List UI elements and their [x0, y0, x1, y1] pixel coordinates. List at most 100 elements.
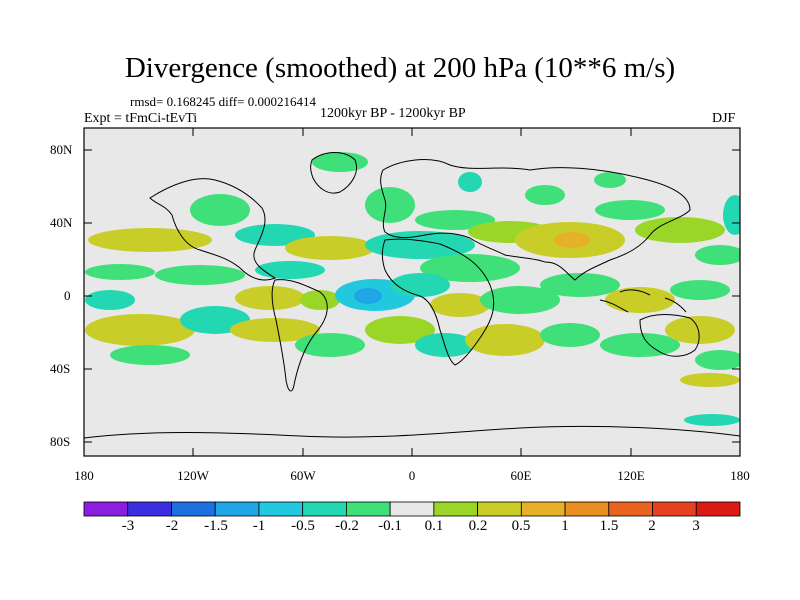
- colorbar-label: 1.5: [599, 518, 619, 534]
- div-patch: [540, 273, 620, 297]
- div-patch: [85, 314, 195, 346]
- div-patch: [670, 280, 730, 300]
- divergence-field: [85, 152, 740, 426]
- colorbar-label: -2: [165, 518, 179, 534]
- colorbar: [83, 501, 741, 517]
- div-patch: [525, 185, 565, 205]
- colorbar-label: 1: [561, 518, 569, 534]
- colorbar-label: -0.5: [291, 518, 315, 534]
- div-patch: [480, 286, 560, 314]
- experiment-label: Expt = tFmCi-tEvTi: [84, 111, 198, 126]
- colorbar-swatch: [258, 501, 304, 517]
- season-label: DJF: [712, 111, 736, 126]
- div-patch: [295, 333, 365, 357]
- lat-label: 80N: [50, 142, 73, 157]
- div-patch: [300, 290, 340, 310]
- div-patch: [365, 187, 415, 223]
- colorbar-label: -0.1: [378, 518, 402, 534]
- div-patch: [635, 217, 725, 243]
- africa-coast: [381, 238, 495, 366]
- antarctica-coast: [84, 425, 740, 439]
- lon-label: 60W: [290, 468, 316, 483]
- div-patch: [465, 324, 545, 356]
- colorbar-label: 0.2: [468, 518, 488, 534]
- div-patch: [85, 290, 135, 310]
- colorbar-swatch: [477, 501, 522, 517]
- colorbar-swatch: [564, 501, 610, 517]
- lon-label: 60E: [510, 468, 532, 483]
- div-patch: [85, 264, 155, 280]
- div-patch: [365, 231, 475, 259]
- lat-label: 40N: [50, 215, 73, 230]
- div-patch: [110, 345, 190, 365]
- div-patch: [458, 172, 482, 192]
- plot-title: Divergence (smoothed) at 200 hPa (10**6 …: [124, 52, 676, 84]
- div-patch: [285, 236, 375, 260]
- north-america-coast: [149, 178, 277, 281]
- lon-label: 120W: [177, 468, 209, 483]
- div-patch: [312, 152, 368, 172]
- div-patch: [540, 323, 600, 347]
- div-patch: [415, 210, 495, 230]
- div-patch: [365, 316, 435, 344]
- lon-label: 180: [74, 468, 94, 483]
- div-patch: [595, 200, 665, 220]
- colorbar-label: -0.2: [335, 518, 359, 534]
- colorbar-swatch: [214, 501, 260, 517]
- colorbar-swatch: [652, 501, 697, 517]
- lat-label: 40S: [50, 361, 71, 376]
- div-patch: [594, 172, 626, 188]
- div-patch: [230, 318, 320, 342]
- greenland-coast: [310, 152, 357, 194]
- axis-ticks: [83, 128, 741, 456]
- div-patch: [684, 414, 740, 426]
- div-patch: [155, 265, 245, 285]
- div-patch: [600, 333, 680, 357]
- colorbar-label: 0.1: [424, 518, 444, 534]
- div-patch: [680, 373, 740, 387]
- south-america-coast: [271, 279, 328, 392]
- colorbar-swatch: [302, 501, 347, 517]
- maritime-continent-coast: [599, 289, 687, 313]
- eurasia-coast: [380, 159, 691, 281]
- div-patch: [723, 195, 740, 235]
- div-patch: [420, 254, 520, 282]
- colorbar-swatch: [433, 501, 478, 517]
- colorbar-swatch: [608, 501, 653, 517]
- lon-label: 120E: [617, 468, 645, 483]
- div-patch: [695, 350, 740, 370]
- colorbar-swatch: [171, 501, 216, 517]
- div-patch: [354, 288, 382, 304]
- colorbar-label: -1: [252, 518, 266, 534]
- div-patch: [390, 273, 450, 297]
- colorbar-label: -1.5: [204, 518, 228, 534]
- div-patch: [190, 194, 250, 226]
- colorbar-label: 2: [648, 518, 656, 534]
- colorbar-label: 3: [692, 518, 700, 534]
- stats-text: rmsd= 0.168245 diff= 0.000216414: [130, 94, 316, 109]
- div-patch: [665, 316, 735, 344]
- colorbar-label: -3: [121, 518, 135, 534]
- colorbar-swatch: [695, 501, 741, 517]
- div-patch: [605, 287, 675, 313]
- australia-coast: [639, 314, 700, 357]
- colorbar-swatch: [127, 501, 172, 517]
- div-patch: [430, 293, 490, 317]
- colorbar-swatch: [83, 501, 129, 517]
- div-patch: [695, 245, 740, 265]
- colorbar-swatch: [345, 501, 391, 517]
- coastlines: [84, 152, 740, 439]
- div-patch: [255, 261, 325, 279]
- lon-label: 0: [408, 468, 416, 483]
- period-label: 1200kyr BP - 1200kyr BP: [320, 106, 466, 121]
- colorbar-swatch: [520, 501, 566, 517]
- lon-label: 180: [730, 468, 750, 483]
- lat-label: 0: [64, 288, 71, 303]
- colorbar-label: 0.5: [511, 518, 531, 534]
- div-patch: [554, 232, 590, 248]
- div-patch: [235, 286, 305, 310]
- lat-label: 80S: [50, 434, 71, 449]
- colorbar-swatch: [389, 501, 435, 517]
- div-patch: [88, 228, 212, 252]
